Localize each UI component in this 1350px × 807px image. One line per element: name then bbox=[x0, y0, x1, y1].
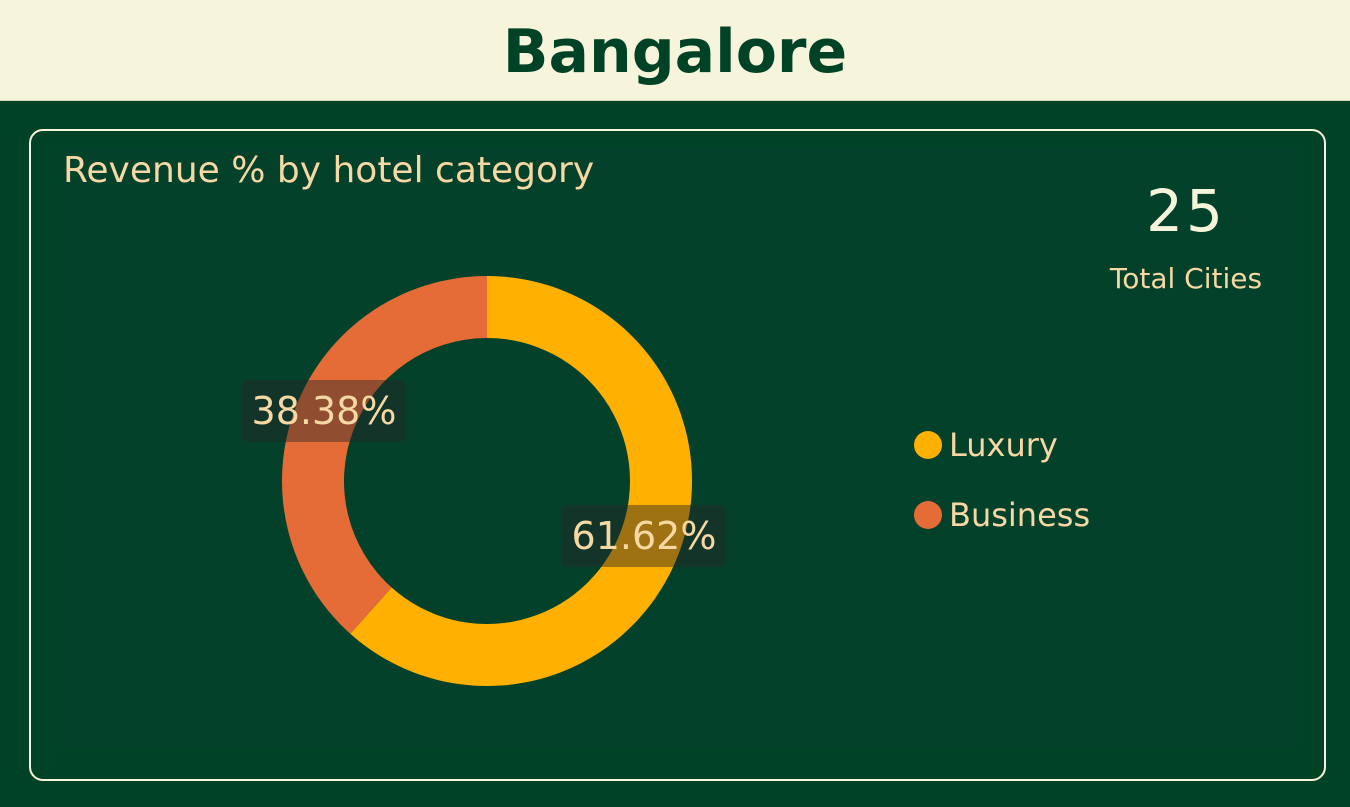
page-header: Bangalore bbox=[0, 0, 1350, 101]
total-cities-value: 25 bbox=[1146, 177, 1226, 245]
legend-marker-business bbox=[914, 501, 942, 529]
data-label-business: 38.38% bbox=[242, 380, 406, 442]
legend-label-business: Business bbox=[949, 496, 1091, 534]
donut-slice-business[interactable] bbox=[282, 276, 487, 634]
page-title: Bangalore bbox=[502, 17, 848, 87]
legend-label-luxury: Luxury bbox=[949, 426, 1058, 464]
donut-slice-luxury[interactable] bbox=[350, 276, 692, 686]
data-label-background bbox=[242, 380, 406, 442]
data-label-text: 61.62% bbox=[572, 514, 717, 558]
total-cities-label: Total Cities bbox=[1109, 262, 1263, 295]
data-label-background bbox=[562, 505, 726, 567]
chart-card[interactable]: Revenue % by hotel category 25 Total Cit… bbox=[29, 129, 1326, 781]
data-label-luxury: 61.62% bbox=[562, 505, 726, 567]
chart-title: Revenue % by hotel category bbox=[63, 150, 595, 191]
legend-marker-luxury bbox=[914, 431, 942, 459]
donut-chart[interactable]: 61.62% 38.38% bbox=[31, 131, 1328, 783]
data-label-text: 38.38% bbox=[252, 389, 397, 433]
